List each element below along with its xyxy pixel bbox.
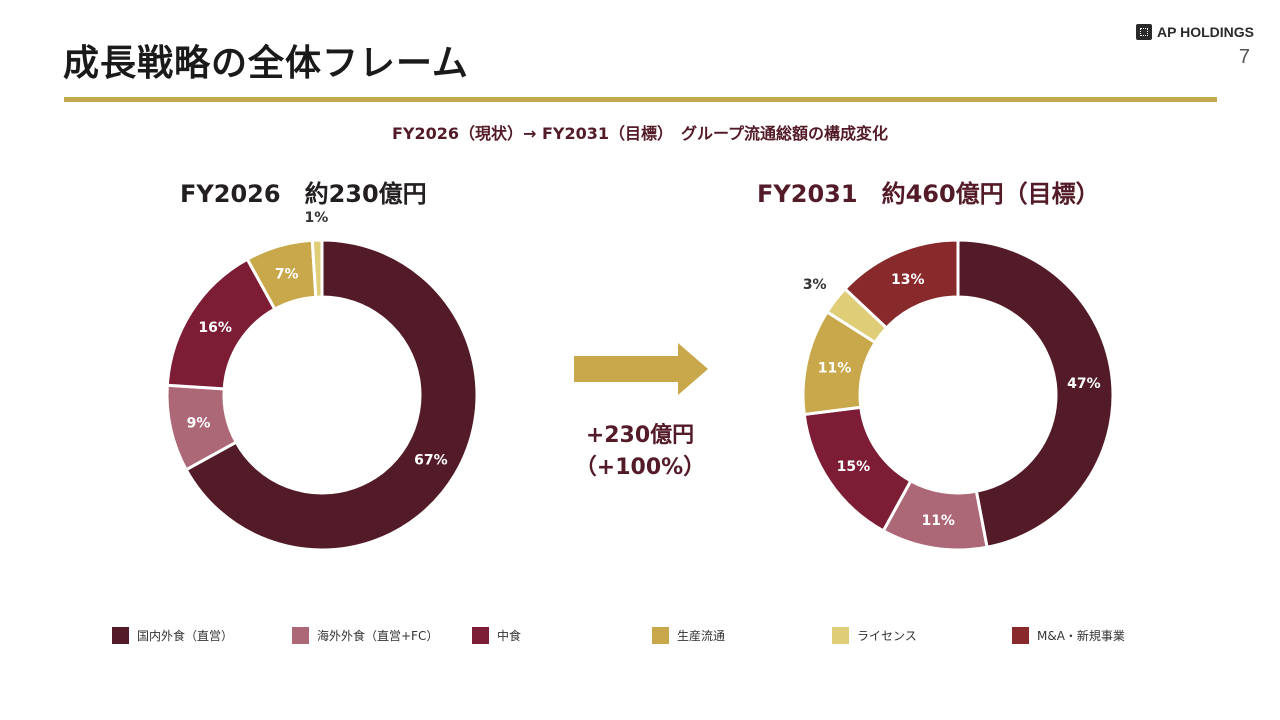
legend-item: ライセンス bbox=[832, 627, 917, 644]
fy2031-slice-5 bbox=[842, 238, 960, 331]
legend-swatch bbox=[1012, 627, 1029, 644]
logo-text: AP HOLDINGS bbox=[1157, 24, 1254, 40]
fy2031-label-1: 11% bbox=[921, 513, 955, 529]
legend-swatch bbox=[652, 627, 669, 644]
company-logo: AP HOLDINGS bbox=[1136, 24, 1254, 40]
legend-label: 中食 bbox=[497, 629, 522, 643]
fy2031-label-5: 13% bbox=[891, 272, 925, 288]
legend-item: 海外外食（直営+FC） bbox=[292, 627, 438, 644]
fy2026-slice-4 bbox=[310, 238, 324, 299]
fy2026-slice-0 bbox=[184, 238, 479, 552]
legend-swatch bbox=[472, 627, 489, 644]
growth-amount: +230億円 bbox=[585, 423, 695, 448]
legend-label: 国内外食（直営） bbox=[137, 629, 234, 643]
fy2031-label-4: 3% bbox=[803, 277, 827, 293]
fy2026-label-2: 16% bbox=[198, 320, 232, 336]
fy2031-slice-0 bbox=[956, 238, 1115, 550]
legend-item: 生産流通 bbox=[652, 627, 725, 644]
fy2031-label-2: 15% bbox=[837, 459, 871, 475]
chart-legend: 国内外食（直営） 海外外食（直営+FC） 中食 生産流通 ライセンス M&A・新規事業 bbox=[0, 627, 1280, 647]
legend-swatch bbox=[112, 627, 129, 644]
legend-item: M&A・新規事業 bbox=[1012, 627, 1125, 644]
chart-title-fy2026: FY2026 約230億円 bbox=[180, 180, 427, 208]
legend-label: 生産流通 bbox=[677, 629, 726, 643]
title-divider bbox=[64, 97, 1217, 102]
logo-icon bbox=[1136, 24, 1153, 40]
legend-swatch bbox=[292, 627, 309, 644]
legend-label: 海外外食（直営+FC） bbox=[317, 629, 439, 643]
legend-label: ライセンス bbox=[857, 629, 917, 643]
legend-item: 中食 bbox=[472, 627, 521, 644]
fy2031-label-3: 11% bbox=[818, 360, 852, 376]
fy2026-label-4: 1% bbox=[305, 210, 329, 226]
page-title: 成長戦略の全体フレーム bbox=[63, 43, 469, 84]
slide-subtitle: FY2026（現状）→ FY2031（目標） グループ流通総額の構成変化 bbox=[391, 124, 889, 143]
legend-swatch bbox=[832, 627, 849, 644]
legend-label: M&A・新規事業 bbox=[1037, 629, 1125, 643]
legend-item: 国内外食（直営） bbox=[112, 627, 233, 644]
growth-annotation: +230億円 （+100%） bbox=[560, 420, 720, 484]
page-number: 7 bbox=[1238, 46, 1250, 68]
growth-percent: （+100%） bbox=[574, 455, 706, 480]
fy2026-label-3: 7% bbox=[275, 267, 299, 283]
fy2026-label-0: 67% bbox=[414, 452, 448, 468]
fy2031-label-0: 47% bbox=[1067, 376, 1101, 392]
chart-title-fy2031: FY2031 約460億円（目標） bbox=[757, 180, 1100, 208]
fy2026-label-1: 9% bbox=[187, 416, 211, 432]
growth-arrow-icon bbox=[574, 343, 708, 395]
